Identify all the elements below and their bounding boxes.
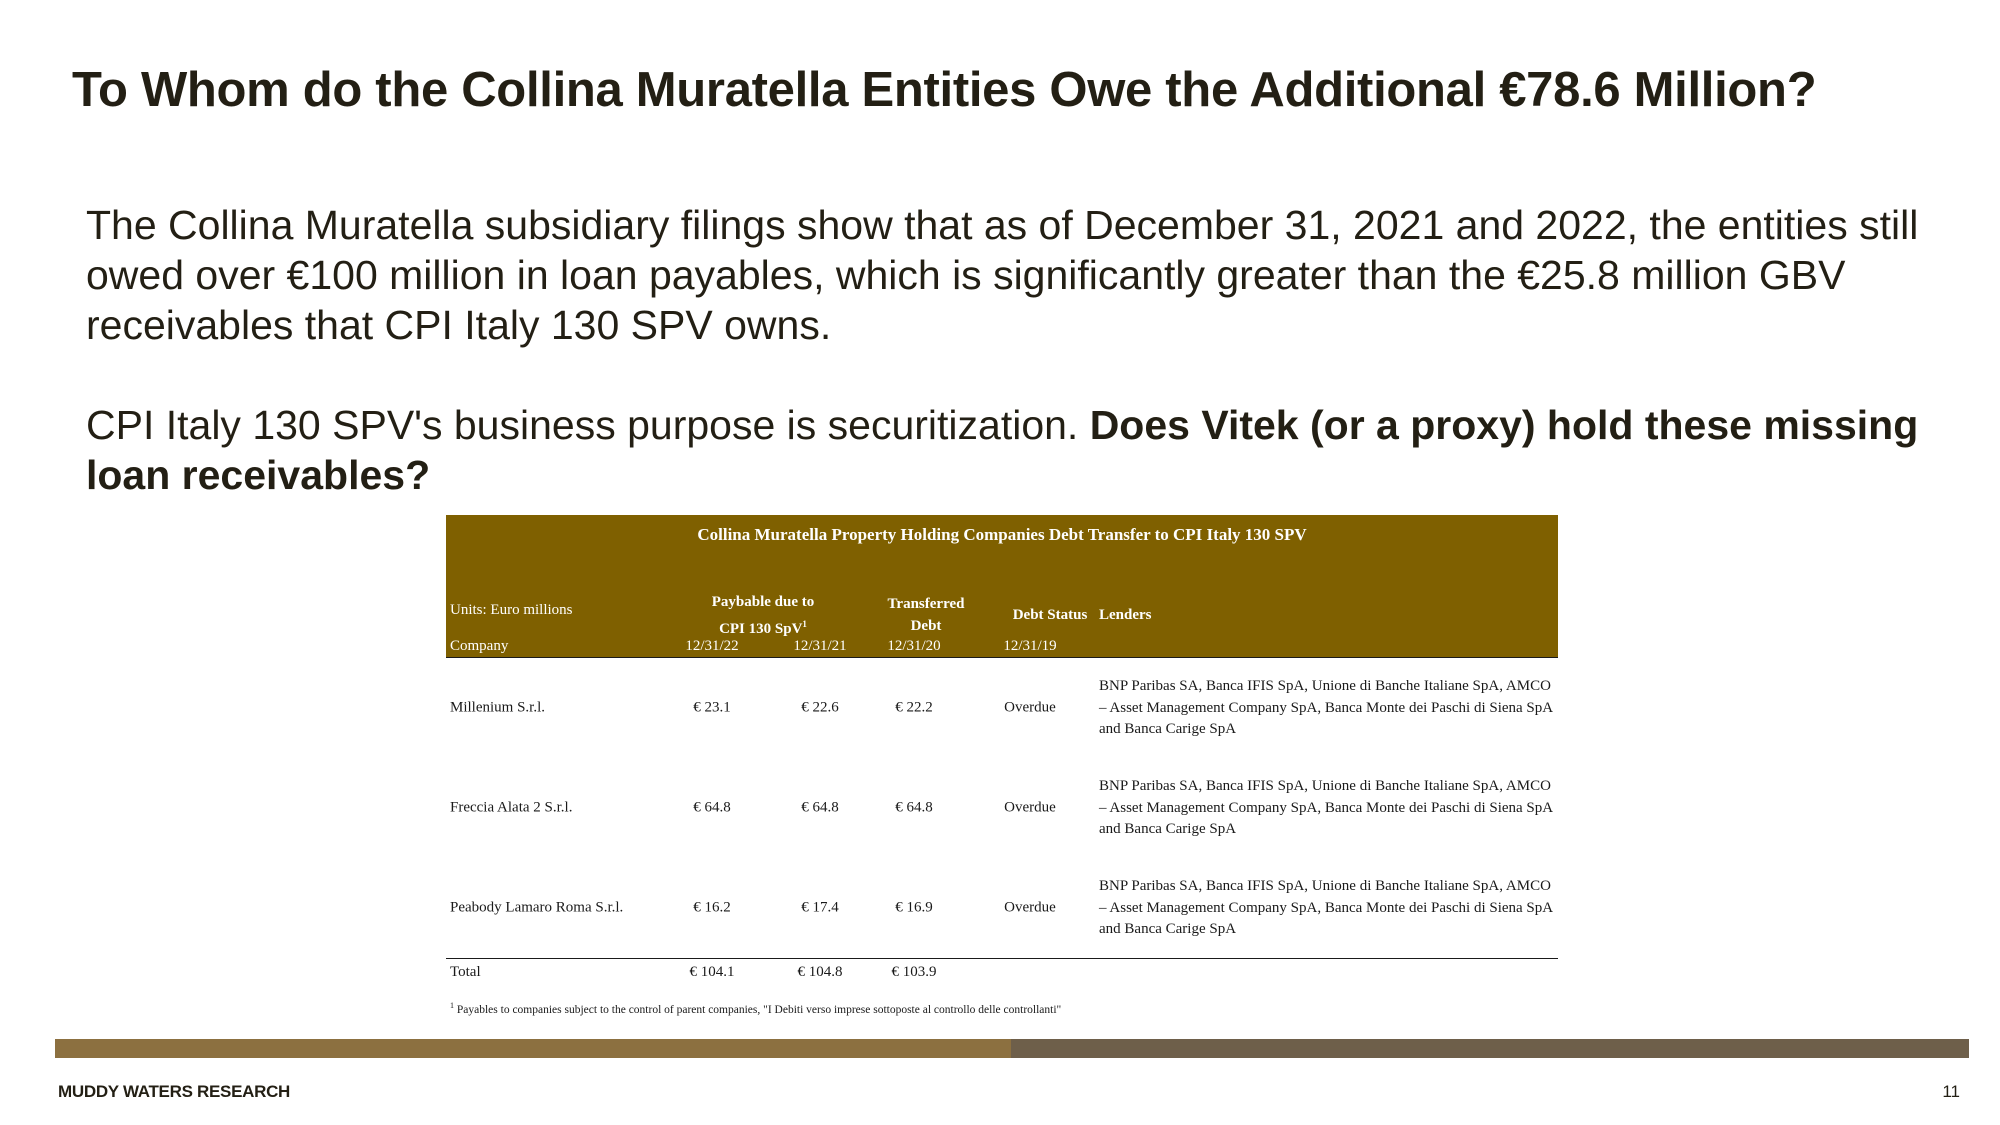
row-company: Peabody Lamaro Roma S.r.l. xyxy=(450,899,624,916)
header-payable-line2: CPI 130 SpV1 xyxy=(678,613,848,640)
footnote-marker: 1 xyxy=(450,1001,454,1010)
units-label: Units: Euro millions xyxy=(450,602,573,618)
header-date-2020: 12/31/20 xyxy=(887,638,941,654)
row-lenders: BNP Paribas SA, Banca IFIS SpA, Unione d… xyxy=(1099,677,1553,737)
row-value-2020: € 16.9 xyxy=(895,899,933,916)
total-2020: € 103.9 xyxy=(891,964,937,980)
header-transferred-line2: Debt xyxy=(910,618,942,634)
header-payable-line2-text: CPI 130 SpV xyxy=(719,621,803,637)
header-lenders: Lenders xyxy=(1099,607,1152,623)
row-status: Overdue xyxy=(1004,899,1056,916)
header-transferred-line1: Transferred xyxy=(887,596,965,612)
table-header: Collina Muratella Property Holding Compa… xyxy=(446,515,1558,658)
header-payable-line1: Paybable due to xyxy=(711,594,815,610)
row-value-2022: € 16.2 xyxy=(693,899,731,916)
table-row: Freccia Alata 2 S.r.l. € 64.8 € 64.8 € 6… xyxy=(446,758,1558,858)
total-2021: € 104.8 xyxy=(797,964,843,980)
header-date-2019: 12/31/19 xyxy=(1003,638,1057,654)
row-lenders: BNP Paribas SA, Banca IFIS SpA, Unione d… xyxy=(1099,877,1553,937)
table-row: Peabody Lamaro Roma S.r.l. € 16.2 € 17.4… xyxy=(446,858,1558,958)
table-footnote: 1 Payables to companies subject to the c… xyxy=(450,1001,1562,1016)
total-2022: € 104.1 xyxy=(689,964,735,980)
table-title: Collina Muratella Property Holding Compa… xyxy=(697,525,1307,544)
row-company: Freccia Alata 2 S.r.l. xyxy=(450,799,573,816)
row-value-2020: € 22.2 xyxy=(895,699,933,716)
footer-bar-left xyxy=(55,1039,1011,1058)
row-status: Overdue xyxy=(1004,799,1056,816)
footer-brand: MUDDY WATERS RESEARCH xyxy=(58,1082,291,1101)
row-company: Millenium S.r.l. xyxy=(450,699,546,716)
row-value-2022: € 64.8 xyxy=(693,799,731,816)
table-row: Millenium S.r.l. € 23.1 € 22.6 € 22.2 Ov… xyxy=(446,658,1558,758)
row-value-2020: € 64.8 xyxy=(895,799,933,816)
row-lenders: BNP Paribas SA, Banca IFIS SpA, Unione d… xyxy=(1099,777,1553,837)
paragraph-business-purpose-text: CPI Italy 130 SPV's business purpose is … xyxy=(86,402,1090,448)
footnote-text: Payables to companies subject to the con… xyxy=(456,1003,1062,1016)
header-date-2021: 12/31/21 xyxy=(793,638,847,654)
row-status: Overdue xyxy=(1004,699,1056,716)
row-value-2022: € 23.1 xyxy=(693,699,731,716)
header-payable: Paybable due to CPI 130 SpV1 xyxy=(678,591,848,640)
paragraph-business-purpose: CPI Italy 130 SPV's business purpose is … xyxy=(86,400,1926,500)
total-label: Total xyxy=(450,964,481,980)
row-value-2021: € 22.6 xyxy=(801,699,839,716)
table-total-row: Total € 104.1 € 104.8 € 103.9 xyxy=(446,958,1558,991)
debt-transfer-table: Collina Muratella Property Holding Compa… xyxy=(446,515,1558,1016)
row-value-2021: € 17.4 xyxy=(801,899,839,916)
paragraph-loan-payables: The Collina Muratella subsidiary filings… xyxy=(86,202,1919,348)
header-payable-footnote-marker: 1 xyxy=(802,619,807,629)
row-value-2021: € 64.8 xyxy=(801,799,839,816)
company-label: Company xyxy=(450,638,509,654)
footer-bar-right xyxy=(1011,1039,1969,1058)
header-debt-status: Debt Status xyxy=(1012,607,1088,623)
page-number: 11 xyxy=(1942,1082,1960,1101)
slide-title: To Whom do the Collina Muratella Entitie… xyxy=(72,63,1817,117)
header-date-2022: 12/31/22 xyxy=(685,638,739,654)
paragraph-question: Does Vitek (or a proxy) hold these missi… xyxy=(86,402,1919,498)
header-transferred: Transferred Debt xyxy=(866,593,986,637)
